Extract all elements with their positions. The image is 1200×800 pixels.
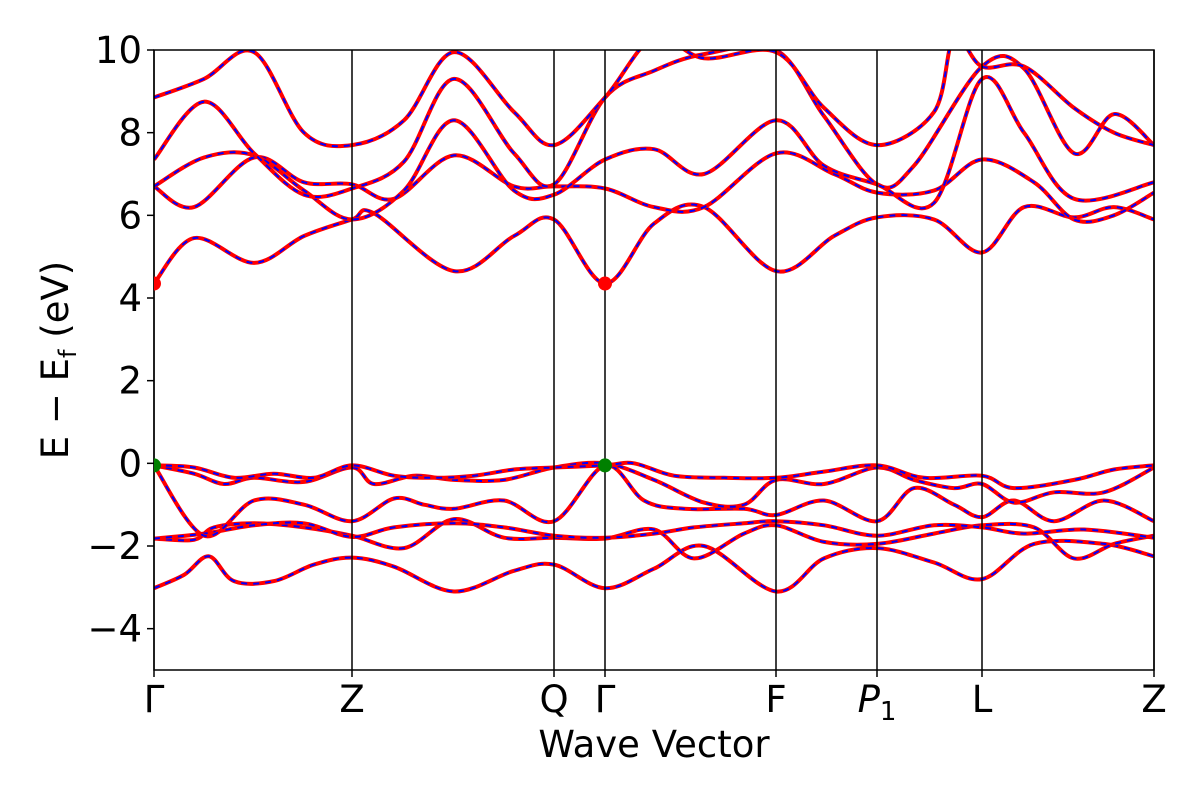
- x-tick-label-text: L: [972, 678, 993, 721]
- band-line-overlay-10: [154, 50, 1154, 148]
- y-axis-title-main: E − E: [34, 358, 77, 459]
- x-tick-label-text: F: [765, 678, 786, 721]
- x-axis: Γ Z Q Γ F P1 L Z: [144, 670, 1167, 727]
- band-edge-markers: [154, 276, 612, 473]
- band-edge-marker-3: [598, 458, 612, 473]
- band-line-overlay-0: [154, 539, 1154, 593]
- y-axis: −4 −2 0 2 4 6 8 10: [87, 29, 154, 651]
- x-axis-title: Wave Vector: [538, 723, 770, 766]
- band-line-5: [154, 460, 1154, 491]
- band-line-10: [154, 50, 1154, 149]
- band-edge-marker-2: [154, 458, 161, 473]
- x-tick-label-4: F: [765, 678, 786, 721]
- band-line-overlay-3: [154, 464, 1154, 538]
- x-tick-label-6: L: [972, 678, 993, 721]
- x-tick-label-2: Q: [539, 678, 568, 721]
- band-line-overlay-2: [154, 520, 1154, 540]
- kpoint-lines: [153, 50, 1155, 670]
- x-tick-label-text: Q: [539, 678, 568, 721]
- band-edge-marker-1: [598, 276, 612, 291]
- band-line-overlay-7: [154, 151, 1154, 223]
- y-tick-label-0: −4: [87, 608, 142, 651]
- band-line-overlay-6: [154, 203, 1154, 285]
- y-tick-label-4: 4: [118, 277, 142, 320]
- band-line-overlay-9: [154, 50, 1154, 198]
- band-line-overlay-5: [154, 461, 1154, 490]
- y-axis-title: E − Ef (eV): [34, 261, 82, 459]
- x-tick-label-text: Z: [1141, 678, 1166, 721]
- y-tick-label-7: 10: [95, 29, 142, 72]
- y-tick-label-1: −2: [87, 525, 142, 568]
- y-axis-title-sub: f: [54, 349, 82, 358]
- band-edge-marker-0: [154, 276, 161, 291]
- x-tick-label-text: Γ: [595, 678, 616, 721]
- x-tick-label-5: P1: [858, 678, 897, 727]
- y-axis-title-group: E − Ef (eV): [34, 261, 82, 459]
- band-line-overlay-1: [154, 518, 1154, 560]
- x-tick-label-1: Z: [339, 678, 364, 721]
- x-tick-label-text: Γ: [144, 678, 165, 721]
- band-line-6: [154, 202, 1154, 286]
- x-tick-label-text: Z: [339, 678, 364, 721]
- y-tick-label-2: 0: [118, 442, 142, 485]
- x-tick-label-7: Z: [1141, 678, 1166, 721]
- band-line-9: [154, 50, 1154, 199]
- x-tick-label-3: Γ: [595, 678, 616, 721]
- plot-frame: [153, 49, 1155, 671]
- bands-layer: [154, 50, 1154, 594]
- band-line-7: [154, 150, 1154, 224]
- y-tick-label-5: 6: [118, 194, 142, 237]
- y-tick-label-3: 2: [118, 360, 142, 403]
- x-tick-label-sub: 1: [880, 697, 897, 727]
- x-tick-label-0: Γ: [144, 678, 165, 721]
- y-axis-title-unit: (eV): [34, 261, 77, 350]
- y-tick-label-6: 8: [118, 112, 142, 155]
- x-tick-label-text: P: [858, 678, 881, 721]
